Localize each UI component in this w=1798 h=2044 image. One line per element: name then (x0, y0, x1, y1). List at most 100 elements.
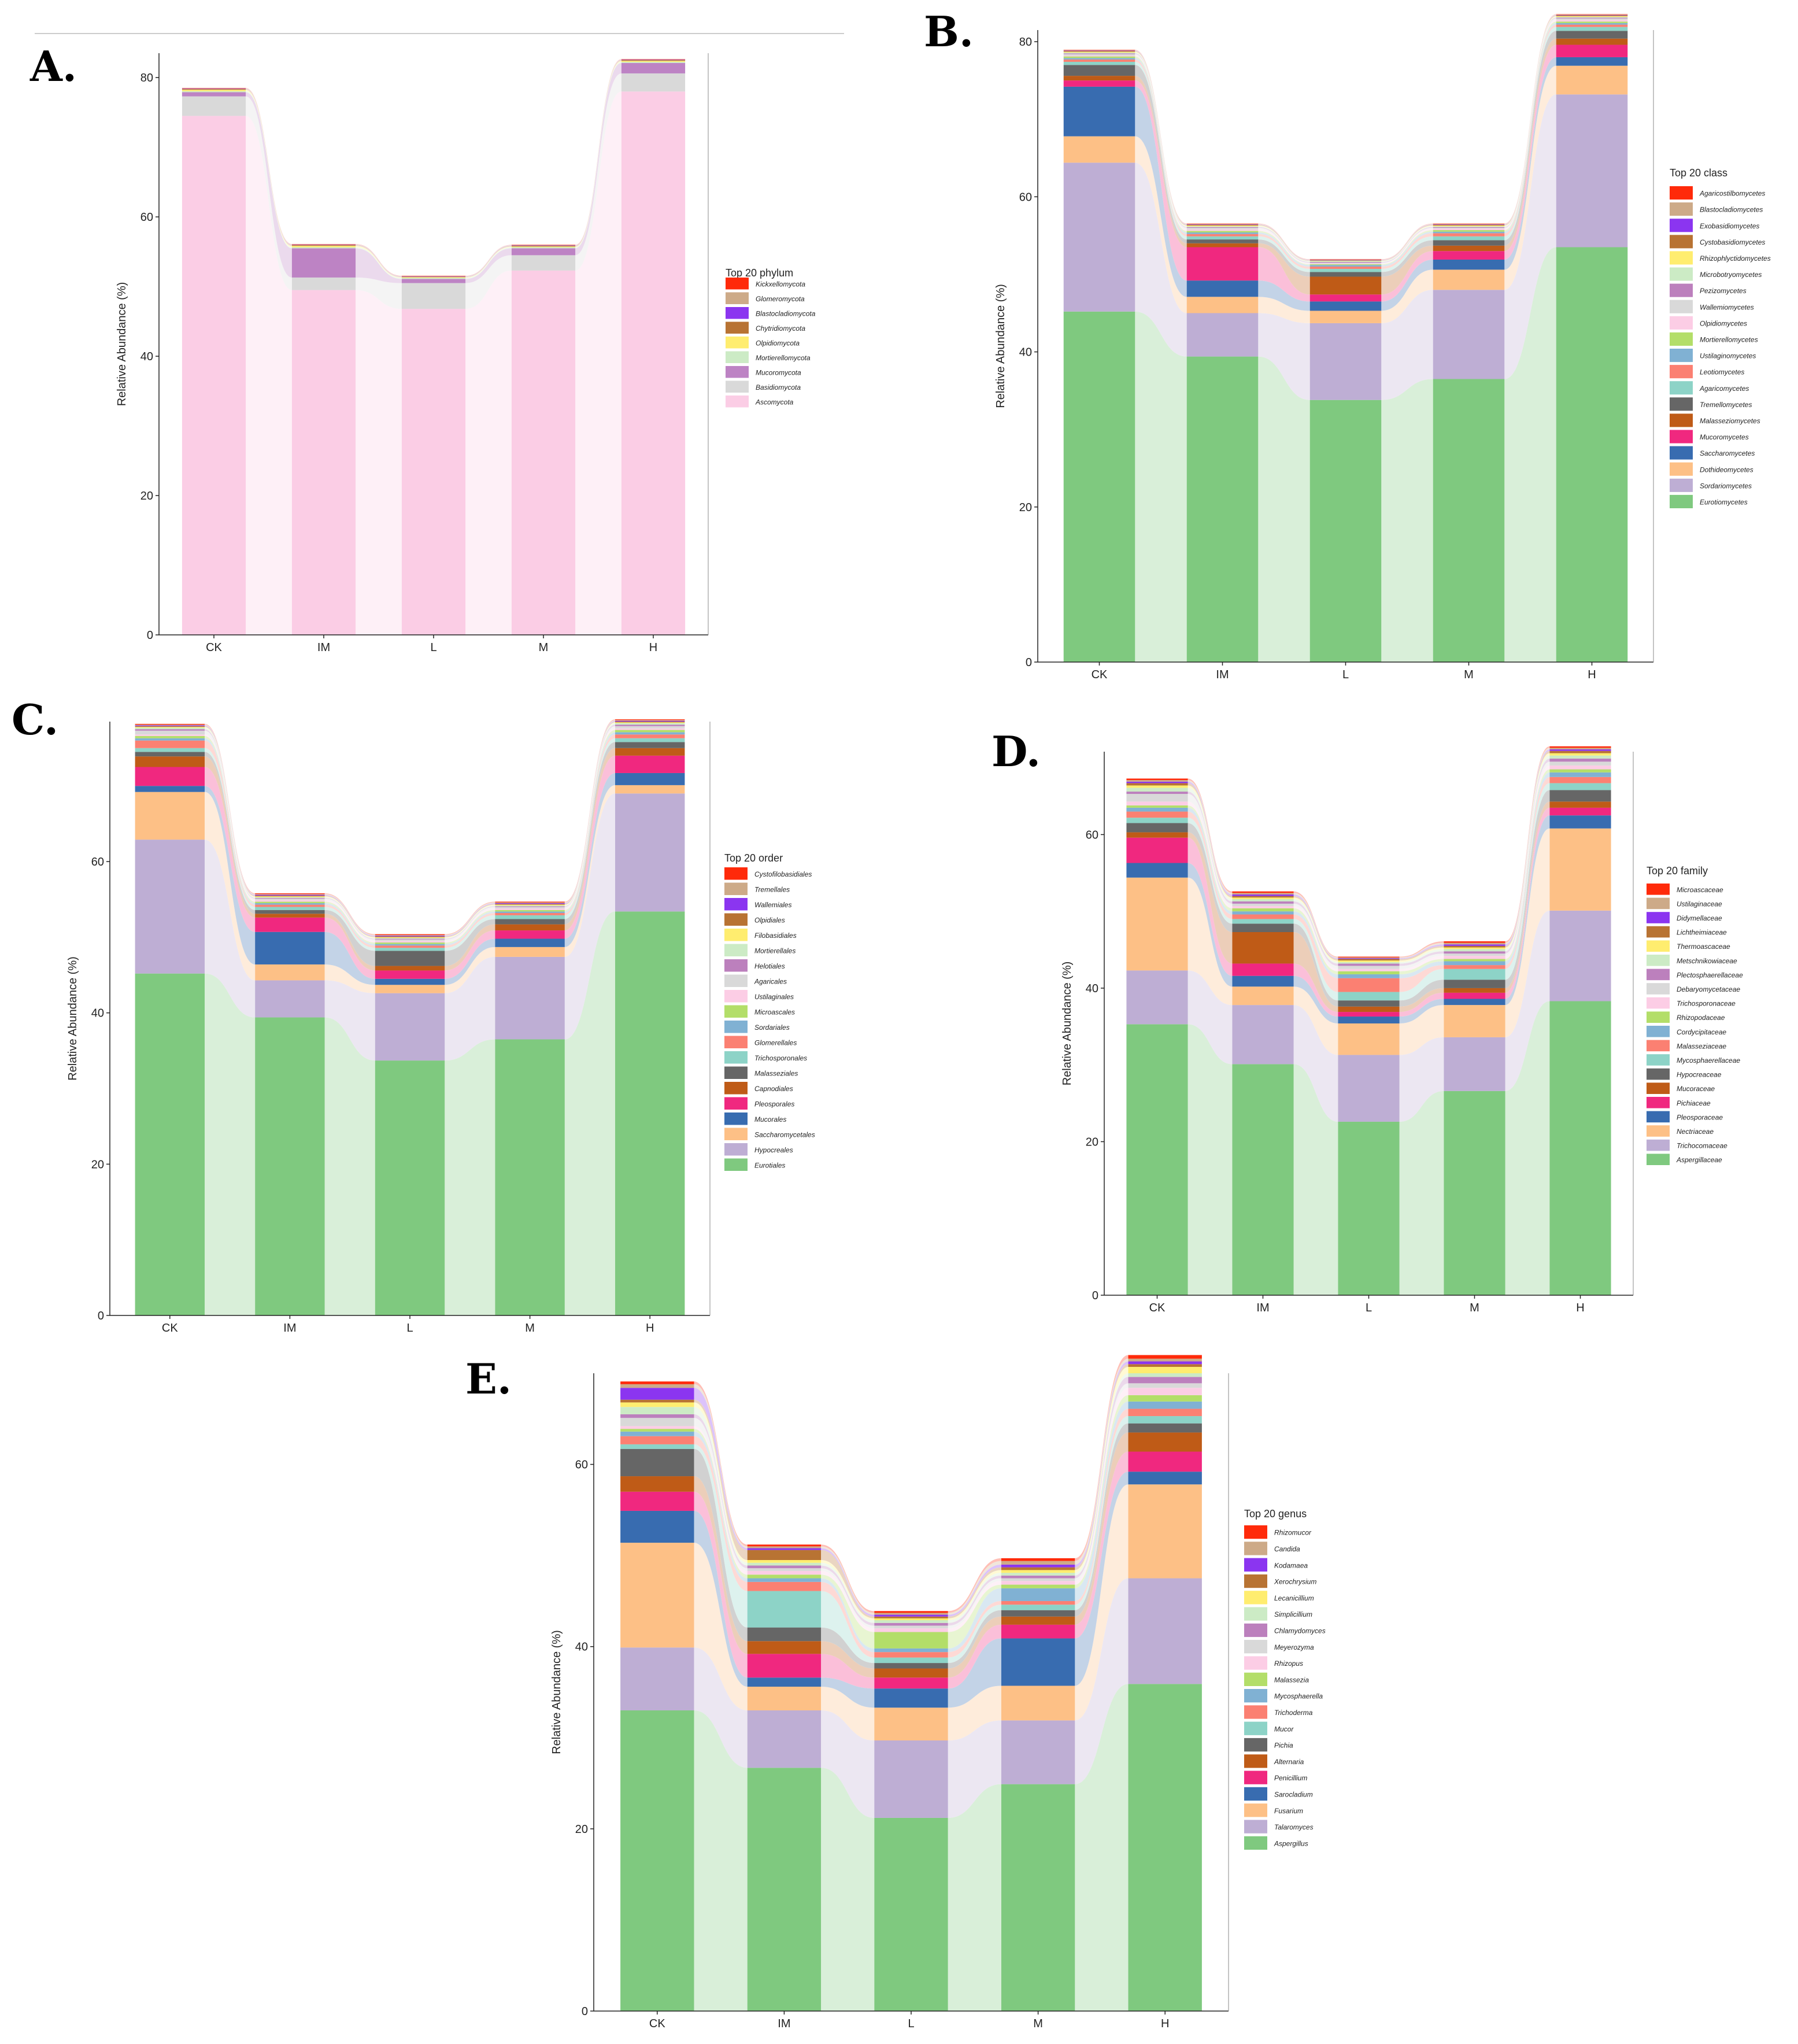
bar-segment-olpidiomycota-im (291, 246, 356, 247)
bar-segment-aspergillaceae-im (1232, 1064, 1294, 1295)
flow-mycosphaerella (1075, 1401, 1129, 1601)
flow-mucor (821, 1591, 875, 1664)
flow-sarocladium (948, 1638, 1001, 1708)
flow-eurotiales (205, 973, 256, 1315)
flow-sarocladium (1075, 1472, 1129, 1686)
legend-label-pleosporaceae: Pleosporaceae (1677, 1113, 1723, 1121)
bar-segment-mycosphaerellaceae-l (1338, 992, 1400, 1001)
bar-segment-trichosporonaceae-l (1338, 969, 1400, 971)
legend-swatch-mortierellomycetes (1670, 332, 1693, 346)
bar-segment-talaromyces-h (1128, 1578, 1202, 1684)
legend-label-trichoderma: Trichoderma (1274, 1709, 1313, 1717)
flow-rhizomucor (821, 1544, 875, 1613)
bar-segment-plectosphaerellaceae-m (1444, 951, 1505, 954)
bar-segment-mortierellomycetes-l (1309, 264, 1382, 265)
flow-trichosporonales (445, 915, 495, 951)
bar-segment-kodamaea-ck (620, 1388, 694, 1400)
legend-swatch-agaricales (724, 974, 748, 987)
flow-helotiales (324, 897, 375, 940)
bar-segment-mortierellomycetes-im (1186, 231, 1259, 233)
flow-pleosporales (564, 755, 615, 939)
bar-segment-mucoromycetes-l (1309, 294, 1382, 302)
flow-saccharomycetes (1258, 280, 1310, 311)
bar-segment-pichiaceae-m (1444, 992, 1505, 999)
bar-segment-hypocreaceae-m (1444, 980, 1505, 988)
bar-segment-trichoderma-h (1128, 1409, 1202, 1417)
bar-segment-malasseziales-l (375, 951, 445, 966)
bar-segment-debaryomycetaceae-h (1549, 762, 1611, 766)
flow-fusarium (1075, 1484, 1129, 1721)
legend-swatch-candida (1244, 1542, 1267, 1555)
bar-segment-mycosphaerellaceae-ck (1126, 818, 1188, 823)
bar-segment-leotiomycetes-ck (1063, 59, 1135, 62)
bar-segment-glomeromycota-l (401, 276, 466, 277)
flow-alternaria (948, 1616, 1001, 1678)
flow-thermoascaceae (1293, 897, 1338, 962)
flow-chytridiomycota (465, 246, 512, 278)
bar-segment-lecanicillium-im (747, 1560, 822, 1563)
bar-segment-pichia-ck (620, 1448, 694, 1477)
bar-segment-ustilaginomycetes-m (1433, 231, 1505, 234)
flow-eurotiales (324, 1017, 375, 1315)
panel-c-chart: C. 0 20 40 60 CK IM L M H Relative Abundance (%) To… (12, 695, 815, 1335)
bar-segment-glomerellales-h (615, 734, 685, 738)
bar-segment-ustilaginomycetes-ck (1063, 58, 1135, 60)
flow-eurotiomycetes (1258, 356, 1310, 662)
bar-segment-glomerellales-im (255, 904, 325, 907)
legend-swatch-trichosporonaceae (1647, 997, 1670, 1009)
flow-microascales (205, 735, 256, 903)
bar-segment-dothideomycetes-ck (1063, 136, 1135, 163)
y-tick-label: 0 (1092, 1289, 1098, 1302)
x-tick-label-h: H (649, 641, 657, 654)
bar-segment-trichocomaceae-im (1232, 1005, 1294, 1064)
flow-rhizopus (821, 1570, 875, 1632)
flow-dothideomycetes (1504, 65, 1556, 290)
flow-rhizophlyctidomycetes (1504, 16, 1556, 227)
flow-rhizomucor (1075, 1355, 1129, 1561)
flow-blastocladiomycetes (1135, 50, 1187, 224)
bar-segment-sordariomycetes-m (1433, 290, 1505, 379)
flow-fusarium (694, 1543, 748, 1711)
legend-label-candida: Candida (1274, 1545, 1300, 1553)
bar-segment-ustilaginaceae-m (1444, 942, 1505, 945)
legend-swatch-ascomycota (726, 396, 749, 408)
bar-segment-saccharomycetales-h (615, 785, 685, 794)
flow-pleosporaceae (1505, 815, 1550, 1006)
bar-segment-alternaria-im (747, 1641, 822, 1654)
legend-swatch-mortierellales (724, 944, 748, 956)
bar-segment-glomeromycota-ck (182, 88, 246, 89)
bar-segment-blastocladiomycota-l (401, 276, 466, 277)
legend-label-malasseziales: Malasseziales (754, 1069, 798, 1077)
bar-segment-ustilaginaceae-ck (1126, 780, 1188, 782)
bar-segment-meyerozyma-h (1128, 1383, 1202, 1388)
bar-segment-microascales-h (615, 730, 685, 733)
flow-ustilaginomycetes (1258, 232, 1310, 267)
flow-fusarium (948, 1686, 1001, 1741)
flow-hypocreales (324, 980, 375, 1061)
flow-helotiales (445, 906, 495, 940)
legend-swatch-mucoromycota (726, 366, 749, 378)
flow-rhizopodaceae (1399, 959, 1444, 975)
legend-swatch-blastocladiomycota (726, 307, 749, 319)
bar-segment-penicillium-m (1001, 1624, 1075, 1639)
bar-segment-malasseziomycetes-im (1186, 243, 1259, 247)
flow-mucoraceae (1399, 988, 1444, 1012)
flow-blastocladiomycota (356, 245, 402, 277)
legend-label-cordycipitaceae: Cordycipitaceae (1677, 1028, 1726, 1036)
bar-segment-talaromyces-ck (620, 1647, 694, 1711)
legend-swatch-thermoascaceae (1647, 940, 1670, 952)
legend-swatch-rhizopus (1244, 1656, 1267, 1670)
bar-segment-rhizopodaceae-ck (1126, 805, 1188, 808)
bar-segment-malasseziomycetes-ck (1063, 76, 1135, 81)
bar-segment-pleosporaceae-m (1444, 999, 1505, 1006)
bar-segment-malassezia-im (747, 1574, 822, 1579)
flow-lichtheimiaceae (1187, 783, 1233, 898)
legend-swatch-aspergillaceae (1647, 1154, 1670, 1165)
flow-microascaceae (1399, 941, 1444, 958)
bar-segment-eurotiales-im (255, 1017, 325, 1315)
bar-segment-microbotryomycetes-im (1186, 226, 1259, 227)
flow-aspergillaceae (1505, 1001, 1550, 1295)
flow-trichoderma (821, 1581, 875, 1658)
legend-label-olpidiomycota: Olpidiomycota (756, 339, 800, 347)
x-tick-label-l: L (1366, 1302, 1372, 1314)
